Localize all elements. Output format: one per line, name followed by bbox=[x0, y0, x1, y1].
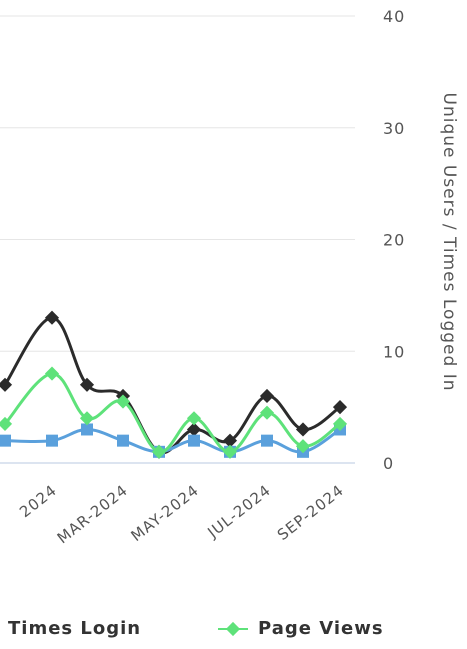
x-tick-label: JUL-2024 bbox=[203, 481, 274, 542]
data-point-times_login[interactable] bbox=[188, 434, 200, 447]
data-point-unique_users[interactable] bbox=[295, 422, 311, 437]
x-tick-label: MAY-2024 bbox=[128, 481, 203, 545]
y-tick-label: 40 bbox=[383, 7, 405, 26]
series-line-unique_users bbox=[3, 316, 341, 455]
data-point-times_login[interactable] bbox=[46, 434, 58, 447]
y-tick-labels: 0 10 20 30 40 bbox=[383, 7, 405, 473]
x-tick-label: SEP-2024 bbox=[274, 481, 348, 544]
data-point-unique_users[interactable] bbox=[259, 388, 275, 404]
legend-item-times-login[interactable]: Times Login bbox=[8, 618, 141, 639]
y-tick-label: 10 bbox=[383, 342, 405, 361]
y-tick-label: 0 bbox=[383, 454, 394, 473]
data-point-unique_users[interactable] bbox=[44, 310, 60, 325]
data-point-unique_users[interactable] bbox=[332, 400, 348, 415]
x-tick-label: 2024 bbox=[16, 481, 60, 521]
data-point-times_login[interactable] bbox=[0, 434, 11, 447]
data-point-unique_users[interactable] bbox=[222, 433, 238, 448]
data-point-unique_users[interactable] bbox=[0, 377, 13, 392]
series-line-times_login bbox=[4, 427, 341, 454]
x-tick-label: MAR-2024 bbox=[54, 481, 132, 547]
data-point-times_login[interactable] bbox=[117, 434, 129, 447]
data-point-times_login[interactable] bbox=[261, 434, 273, 447]
series-lines bbox=[0, 310, 348, 459]
data-point-times_login[interactable] bbox=[81, 423, 93, 436]
y-axis-title: Unique Users / Times Logged In bbox=[439, 93, 459, 392]
y-tick-label: 20 bbox=[383, 231, 405, 250]
data-point-page_views[interactable] bbox=[151, 444, 167, 459]
data-point-unique_users[interactable] bbox=[186, 422, 202, 437]
page-views-swatch-icon bbox=[218, 621, 248, 636]
legend: Times Login Page Views bbox=[0, 618, 467, 648]
line-chart: 0 10 20 30 40 Unique Users / Times Logged In… bbox=[0, 7, 459, 547]
data-point-page_views[interactable] bbox=[259, 405, 275, 420]
data-point-page_views[interactable] bbox=[0, 416, 13, 431]
y-tick-label: 30 bbox=[383, 119, 405, 138]
data-point-page_views[interactable] bbox=[44, 366, 60, 381]
legend-item-page-views[interactable]: Page Views bbox=[218, 618, 384, 639]
data-point-page_views[interactable] bbox=[332, 416, 348, 431]
data-point-page_views[interactable] bbox=[186, 411, 202, 426]
data-point-page_views[interactable] bbox=[222, 444, 238, 459]
legend-label-page-views: Page Views bbox=[258, 618, 384, 639]
series-line-page_views bbox=[3, 372, 341, 454]
legend-label-times-login: Times Login bbox=[8, 618, 142, 639]
data-point-page_views[interactable] bbox=[295, 439, 311, 454]
gridlines bbox=[0, 15, 355, 464]
data-point-page_views[interactable] bbox=[115, 394, 131, 409]
data-point-unique_users[interactable] bbox=[79, 377, 95, 392]
data-point-page_views[interactable] bbox=[79, 411, 95, 426]
